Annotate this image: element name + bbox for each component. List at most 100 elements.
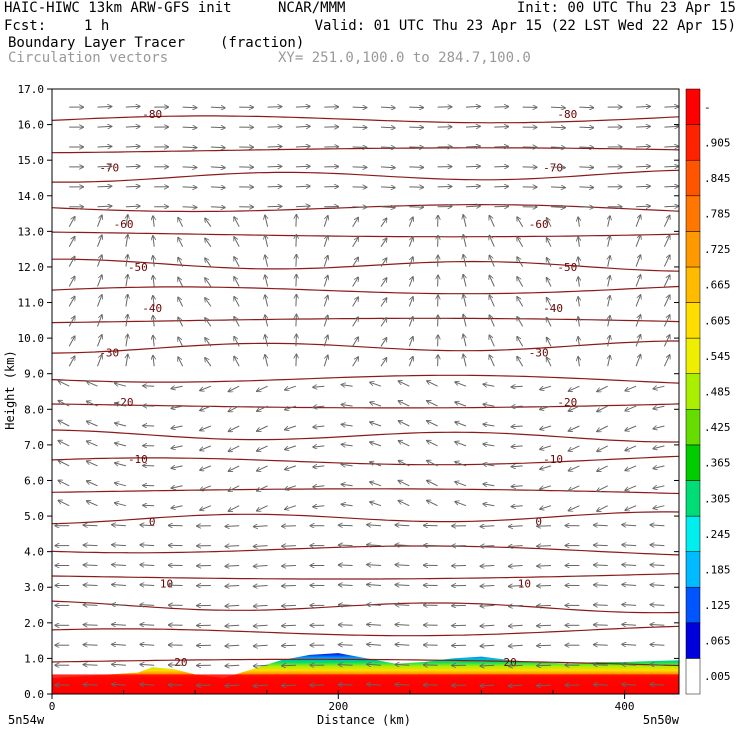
circulation-vector bbox=[84, 645, 98, 646]
circulation-vector bbox=[408, 277, 413, 287]
circulation-vector bbox=[229, 485, 240, 491]
circulation-vector bbox=[125, 146, 140, 147]
circulation-vector bbox=[68, 217, 75, 227]
circulation-vector bbox=[205, 338, 212, 347]
circulation-vector bbox=[663, 235, 669, 247]
circulation-vector bbox=[547, 318, 552, 327]
circulation-vector bbox=[663, 255, 669, 267]
circulation-vector bbox=[408, 297, 413, 307]
circulation-vector bbox=[115, 443, 127, 446]
temperature-contour-line bbox=[52, 115, 679, 124]
circulation-vector bbox=[97, 295, 102, 307]
circulation-vector bbox=[313, 466, 325, 467]
circulation-vector bbox=[550, 207, 565, 208]
circulation-vector bbox=[254, 546, 268, 547]
circulation-vector bbox=[594, 645, 608, 646]
circulation-vector bbox=[380, 298, 387, 307]
circulation-vector bbox=[650, 525, 665, 526]
circulation-vector bbox=[210, 147, 225, 148]
circulation-vector bbox=[171, 446, 183, 448]
circulation-vector bbox=[352, 258, 359, 267]
circulation-vector bbox=[115, 423, 127, 426]
circulation-vector bbox=[205, 318, 212, 327]
circulation-vector bbox=[265, 315, 268, 327]
circulation-vector bbox=[455, 462, 467, 467]
circulation-vector bbox=[265, 215, 268, 227]
circulation-vector bbox=[483, 384, 495, 386]
circulation-vector bbox=[540, 385, 552, 389]
contour-label: -60 bbox=[114, 218, 134, 231]
circulation-vector bbox=[178, 238, 184, 247]
contour-label: -80 bbox=[557, 108, 577, 121]
circulation-vector bbox=[622, 605, 637, 606]
circulation-vector bbox=[296, 215, 297, 227]
circulation-vector bbox=[140, 585, 155, 586]
circulation-vector bbox=[512, 386, 523, 387]
circulation-vector bbox=[569, 485, 580, 491]
colorbar-swatch bbox=[685, 480, 701, 517]
circulation-vector bbox=[370, 402, 382, 407]
circulation-vector bbox=[370, 462, 382, 467]
circulation-vector bbox=[653, 386, 665, 389]
colorbar-swatch bbox=[685, 515, 701, 552]
circulation-vector bbox=[650, 664, 665, 665]
circulation-vector bbox=[296, 354, 297, 367]
circulation-vector bbox=[650, 625, 665, 626]
circulation-vector bbox=[112, 664, 126, 665]
circulation-vector bbox=[463, 235, 466, 247]
circulation-vector bbox=[664, 206, 678, 207]
circulation-vector bbox=[225, 685, 240, 686]
circulation-vector bbox=[465, 206, 480, 207]
circulation-vector bbox=[126, 295, 128, 307]
circulation-vector bbox=[635, 235, 640, 247]
circulation-vector bbox=[112, 605, 126, 606]
circulation-vector bbox=[578, 357, 579, 367]
circulation-vector bbox=[370, 502, 382, 507]
y-tick-label: 12.0 bbox=[18, 261, 45, 274]
circulation-vector bbox=[112, 585, 126, 586]
circulation-vector bbox=[254, 645, 268, 646]
circulation-vector bbox=[339, 525, 353, 526]
circulation-vector bbox=[512, 486, 523, 487]
circulation-vector bbox=[210, 207, 225, 208]
circulation-vector bbox=[517, 297, 524, 307]
circulation-vector bbox=[395, 644, 410, 645]
circulation-vector bbox=[509, 605, 523, 606]
circulation-vector bbox=[267, 166, 282, 167]
circulation-vector bbox=[367, 605, 382, 606]
temperature-contour-line bbox=[52, 455, 679, 466]
circulation-vector bbox=[178, 258, 184, 267]
contour-label: -50 bbox=[128, 261, 148, 274]
valid-time: Valid: 01 UTC Thu 23 Apr 15 (22 LST Wed … bbox=[314, 18, 736, 34]
circulation-vector bbox=[408, 337, 413, 347]
circulation-vector bbox=[200, 425, 212, 430]
circulation-vector bbox=[427, 421, 438, 427]
colorbar-label: .425 bbox=[704, 421, 731, 434]
circulation-vector bbox=[399, 461, 410, 467]
circulation-vector bbox=[494, 147, 508, 148]
circulation-vector bbox=[205, 358, 212, 367]
colorbar-label: .305 bbox=[704, 492, 731, 505]
colorbar-label: .785 bbox=[704, 208, 731, 221]
circulation-vector bbox=[87, 381, 98, 387]
circulation-vector bbox=[480, 526, 495, 527]
circulation-vector bbox=[547, 278, 552, 287]
colorbar-swatch bbox=[685, 159, 701, 197]
circulation-vector bbox=[622, 684, 637, 685]
circulation-vector bbox=[257, 385, 268, 391]
colorbar-label: .905 bbox=[704, 136, 731, 149]
circulation-vector bbox=[622, 644, 637, 645]
circulation-vector bbox=[210, 167, 225, 168]
circulation-vector bbox=[97, 275, 102, 287]
vector-label: Circulation vectors bbox=[8, 50, 169, 66]
temperature-contour-line bbox=[52, 573, 679, 580]
circulation-vector bbox=[650, 585, 665, 586]
circulation-vector bbox=[547, 298, 552, 307]
forecast-hour: 1 h bbox=[84, 18, 110, 34]
contour-label: -10 bbox=[128, 453, 148, 466]
circulation-vector bbox=[125, 166, 140, 167]
circulation-vector bbox=[285, 465, 297, 470]
circulation-vector bbox=[282, 566, 296, 567]
circulation-vector bbox=[257, 405, 268, 411]
